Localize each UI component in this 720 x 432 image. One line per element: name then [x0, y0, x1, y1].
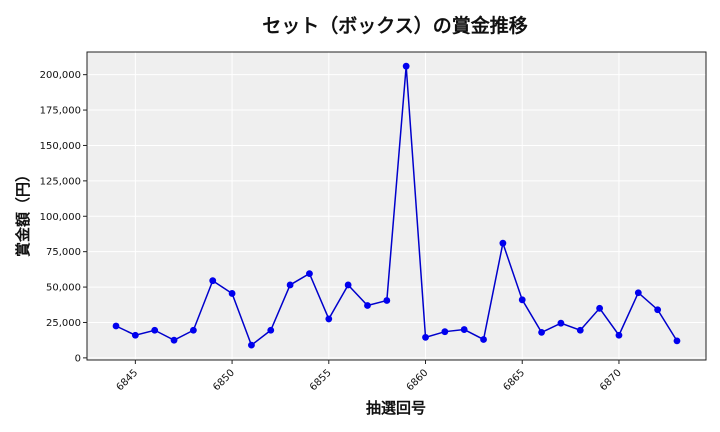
y-tick-label: 50,000 — [46, 283, 81, 294]
data-point — [480, 336, 487, 343]
x-tick-label: 6850 — [211, 368, 237, 394]
y-axis: 0 25,000 50,000 75,000 100,000 125,000 150,000… — [40, 70, 87, 364]
y-tick-label: 75,000 — [46, 247, 81, 258]
y-axis-label: 賞金額（円） — [14, 167, 32, 257]
grid — [87, 52, 706, 360]
data-point — [673, 337, 681, 345]
data-point — [267, 326, 275, 334]
data-point — [112, 322, 120, 330]
data-point — [615, 331, 623, 339]
data-point — [460, 326, 468, 333]
y-tick-label: 100,000 — [40, 212, 81, 223]
data-point — [518, 296, 526, 304]
x-tick-label: 6870 — [598, 368, 624, 394]
data-point — [151, 326, 159, 334]
data-point — [576, 326, 584, 334]
x-axis-label: 抽選回号 — [366, 399, 426, 417]
data-point — [170, 336, 178, 344]
data-point — [248, 341, 255, 349]
data-point — [189, 326, 197, 334]
data-point — [364, 302, 371, 309]
data-point — [499, 239, 507, 247]
data-point — [325, 315, 333, 323]
y-tick-label: 25,000 — [46, 318, 81, 329]
data-point — [383, 297, 391, 304]
y-tick-label: 125,000 — [40, 176, 81, 187]
data-point — [441, 328, 449, 336]
data-point — [402, 62, 410, 70]
y-tick-label: 0 — [75, 353, 81, 364]
data-point — [634, 289, 642, 297]
series — [112, 62, 681, 349]
data-point — [422, 333, 429, 341]
data-point — [209, 277, 217, 285]
x-tick-label: 6865 — [501, 368, 527, 394]
data-point — [596, 304, 604, 312]
data-point — [306, 270, 313, 278]
x-tick-label: 6860 — [405, 368, 431, 394]
data-point — [228, 290, 236, 297]
data-point — [654, 306, 662, 314]
y-tick-label: 200,000 — [40, 70, 81, 81]
data-point — [344, 281, 352, 289]
data-point — [538, 328, 545, 336]
y-tick-label: 175,000 — [40, 106, 81, 117]
x-tick-label: 6845 — [115, 368, 141, 394]
plot-area — [87, 52, 706, 360]
plot-frame — [86, 51, 707, 361]
y-tick-label: 150,000 — [40, 141, 81, 152]
data-point — [557, 319, 565, 327]
x-axis: 6845 6850 6855 6860 6865 6870 — [115, 360, 624, 393]
data-point — [131, 331, 139, 339]
series-line — [115, 66, 678, 347]
chart-title: セット（ボックス）の賞金推移 — [262, 14, 527, 37]
data-point — [286, 281, 294, 289]
x-tick-label: 6855 — [308, 368, 334, 394]
